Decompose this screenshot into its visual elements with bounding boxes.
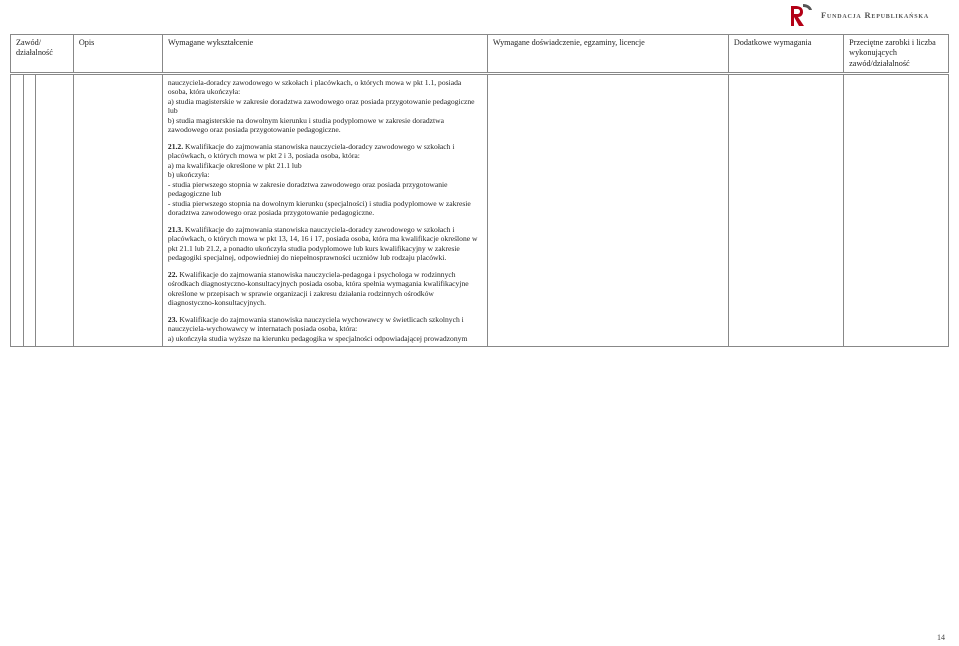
cell-experience xyxy=(487,75,728,347)
page-number: 14 xyxy=(937,633,945,642)
col-header-profession: Zawód/ działalność xyxy=(11,35,74,73)
table-row: nauczyciela-doradcy zawodowego w szkołac… xyxy=(11,75,949,347)
table-header-row: Zawód/ działalność Opis Wymagane wykszta… xyxy=(11,35,949,73)
education-para-5: 23. Kwalifikacje do zajmowania stanowisk… xyxy=(168,315,482,343)
education-para-2: 21.2. Kwalifikacje do zajmowania stanowi… xyxy=(168,142,482,218)
para-text: Kwalifikacje do zajmowania stanowiska na… xyxy=(168,225,478,262)
para-num: 21.2. xyxy=(168,142,183,151)
col-header-description: Opis xyxy=(73,35,162,73)
para-text: Kwalifikacje do zajmowania stanowiska na… xyxy=(168,142,471,217)
col-header-experience: Wymagane doświadczenie, egzaminy, licenc… xyxy=(487,35,728,73)
logo-mark-icon xyxy=(789,2,815,28)
education-para-4: 22. Kwalifikacje do zajmowania stanowisk… xyxy=(168,270,482,308)
cell-profession xyxy=(36,75,74,347)
para-num: 21.3. xyxy=(168,225,183,234)
cell-earnings xyxy=(844,75,949,347)
cell-description xyxy=(73,75,162,347)
education-para-3: 21.3. Kwalifikacje do zajmowania stanowi… xyxy=(168,225,482,263)
para-text: Kwalifikacje do zajmowania stanowiska na… xyxy=(168,315,467,343)
col-header-additional: Dodatkowe wymagania xyxy=(728,35,843,73)
para-num: 22. xyxy=(168,270,178,279)
cell-additional xyxy=(728,75,843,347)
header-table: Zawód/ działalność Opis Wymagane wykszta… xyxy=(10,34,949,73)
cell-lead-0 xyxy=(11,75,24,347)
col-header-education: Wymagane wykształcenie xyxy=(162,35,487,73)
education-para-1: nauczyciela-doradcy zawodowego w szkołac… xyxy=(168,78,482,135)
col-header-earnings: Przeciętne zarobki i liczba wykonujących… xyxy=(844,35,949,73)
logo-text: Fundacja Republikańska xyxy=(821,10,929,20)
brand-logo: Fundacja Republikańska xyxy=(789,2,929,28)
cell-education: nauczyciela-doradcy zawodowego w szkołac… xyxy=(162,75,487,347)
para-num: 23. xyxy=(168,315,178,324)
para-text: Kwalifikacje do zajmowania stanowiska na… xyxy=(168,270,469,307)
body-table: nauczyciela-doradcy zawodowego w szkołac… xyxy=(10,74,949,347)
cell-lead-1 xyxy=(23,75,36,347)
